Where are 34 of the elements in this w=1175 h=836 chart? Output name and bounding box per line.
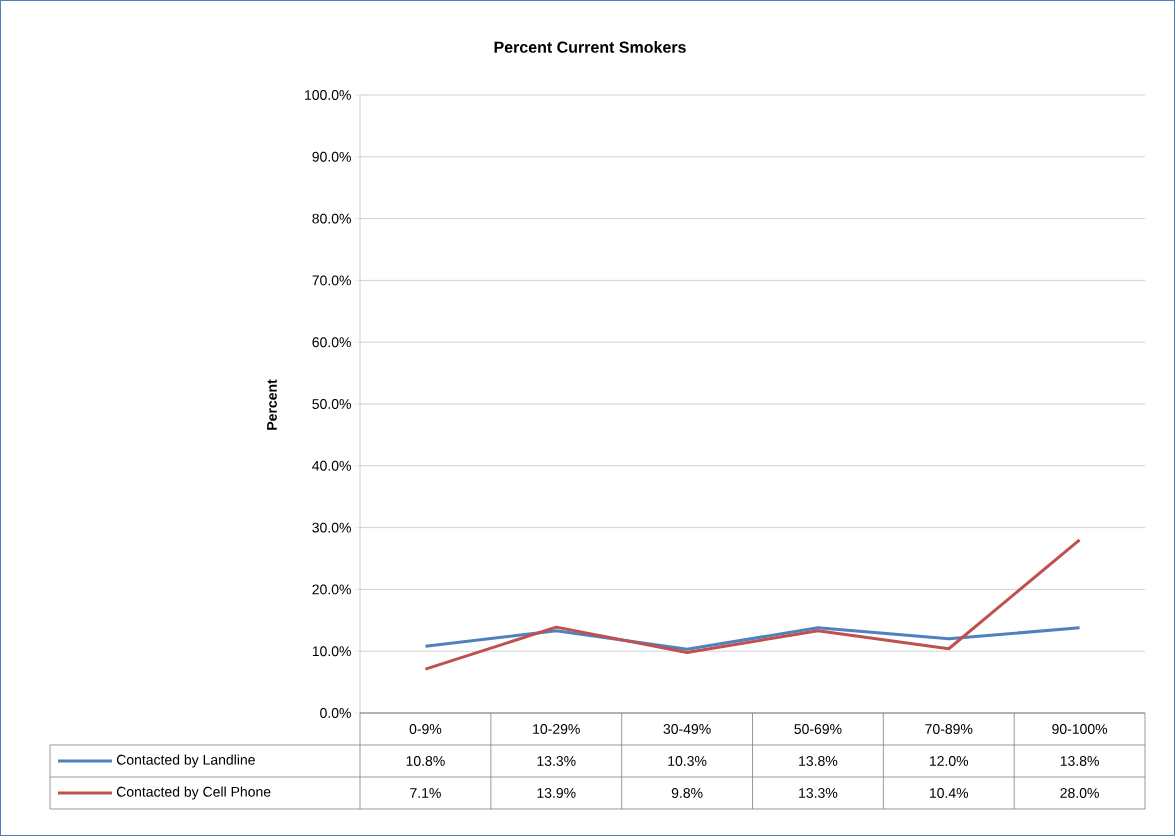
y-tick-label: 100.0% <box>305 90 351 100</box>
y-tick-label: 20.0% <box>312 584 351 595</box>
x-tick-label: 0-9% <box>409 724 442 734</box>
data-label: 10.3% <box>668 756 707 766</box>
y-tick-label: 60.0% <box>312 337 351 348</box>
data-label: 13.3% <box>799 788 838 798</box>
y-tick-label: 10.0% <box>312 646 351 657</box>
x-tick-label: 50-69% <box>794 724 842 734</box>
x-tick-label: 10-29% <box>533 724 580 734</box>
data-label: 7.1% <box>410 788 441 798</box>
y-tick-label: 80.0% <box>312 213 351 224</box>
data-label: 13.8% <box>799 756 838 766</box>
legend-label: Contacted by Cell Phone <box>116 786 271 800</box>
data-label: 10.4% <box>929 788 969 798</box>
data-label: 12.0% <box>929 756 969 766</box>
data-label: 13.9% <box>537 788 576 798</box>
y-tick-label: 40.0% <box>312 460 351 471</box>
x-tick-label: 90-100% <box>1052 724 1108 734</box>
y-tick-label: 30.0% <box>312 522 351 533</box>
chart-title: Percent Current Smokers <box>494 41 686 53</box>
y-tick-label: 70.0% <box>312 275 351 286</box>
y-tick-label: 90.0% <box>312 151 351 162</box>
data-label: 13.8% <box>1060 756 1099 766</box>
x-tick-label: 30-49% <box>663 724 711 734</box>
y-tick-label: 0.0% <box>320 708 351 718</box>
x-tick-label: 70-89% <box>925 724 973 734</box>
y-tick-label: 50.0% <box>312 399 351 409</box>
data-label: 9.8% <box>671 788 703 798</box>
line-series <box>423 538 1082 671</box>
legend-label: Contacted by Landline <box>116 754 255 768</box>
data-label: 28.0% <box>1060 788 1099 798</box>
data-label: 13.3% <box>537 756 576 766</box>
data-label: 10.8% <box>406 756 445 766</box>
y-axis-title: Percent <box>267 379 277 430</box>
